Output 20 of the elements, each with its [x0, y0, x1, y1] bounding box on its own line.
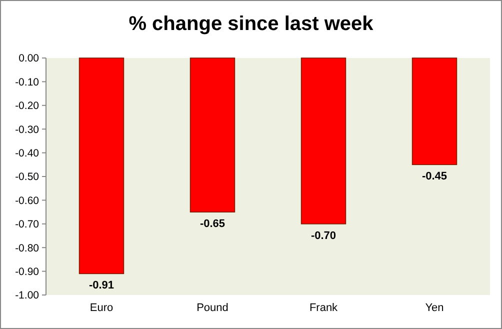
y-tick-label: -1.00 — [15, 290, 40, 302]
y-tick-label: -0.70 — [15, 218, 40, 231]
y-tick-label: -0.10 — [15, 76, 40, 88]
data-label: -0.65 — [200, 218, 226, 230]
y-tick-label: -0.60 — [15, 194, 40, 207]
x-tick-label: Euro — [90, 302, 114, 314]
y-tick-label: -0.90 — [15, 266, 40, 278]
data-label: -0.70 — [310, 230, 336, 242]
x-tick-label: Pound — [196, 302, 228, 314]
chart-title: % change since last week — [128, 13, 374, 35]
y-tick-label: 0.00 — [18, 52, 40, 65]
x-tick-label: Frank — [309, 302, 338, 314]
y-tick-label: -0.20 — [15, 100, 40, 112]
y-tick-label: -0.40 — [15, 147, 40, 160]
data-label: -0.45 — [422, 170, 448, 183]
x-tick-label: Yen — [425, 302, 444, 314]
y-tick-label: -0.30 — [15, 124, 40, 136]
data-label: -0.91 — [88, 280, 114, 292]
y-tick-label: -0.80 — [15, 242, 40, 254]
y-tick-label: -0.50 — [15, 171, 40, 184]
